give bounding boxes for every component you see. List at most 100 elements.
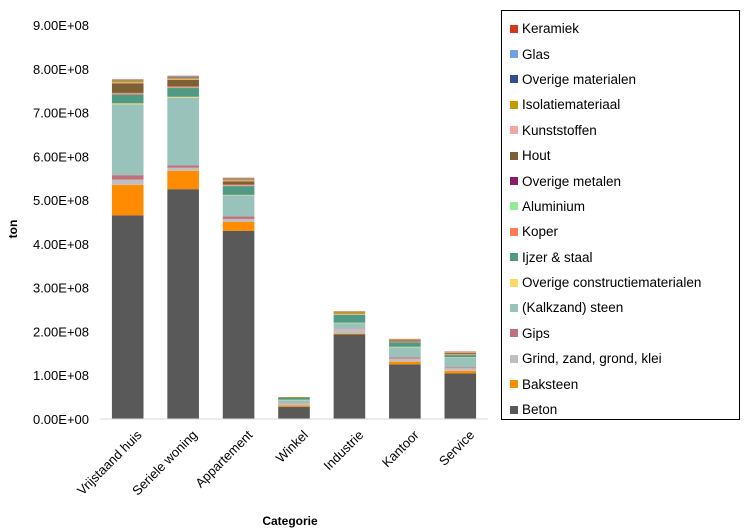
legend-label: Overige materialen <box>522 71 637 87</box>
bar-stack <box>278 397 310 419</box>
bar-segment <box>333 334 366 419</box>
bar-segment <box>167 165 199 168</box>
bar-segment <box>278 406 310 419</box>
y-tick-label: 4.00E+08 <box>33 237 89 252</box>
bar-segment <box>111 94 144 104</box>
legend-item: (Kalkzand) steen <box>502 295 739 320</box>
legend-label: Glas <box>522 46 550 62</box>
bar-segment <box>111 83 144 93</box>
legend-label: Gips <box>522 325 550 341</box>
bar-segment <box>278 403 310 406</box>
bar-segment <box>111 215 144 419</box>
bar-segment <box>222 185 255 187</box>
bar-segment <box>167 77 199 79</box>
legend-label: Overige metalen <box>522 173 622 189</box>
bar-stack <box>111 79 144 419</box>
bar-segment <box>389 361 421 365</box>
bar-segment <box>333 328 366 334</box>
x-tick-label: Industrie <box>320 427 366 473</box>
bar-segment <box>222 222 255 231</box>
bar-segment <box>167 189 199 419</box>
legend-item: Koper <box>502 219 739 244</box>
bar-segment <box>444 355 477 358</box>
bar-segment <box>111 175 144 180</box>
x-tick-label: Kantoor <box>379 427 422 470</box>
bar-segment <box>111 103 144 105</box>
legend-label: Beton <box>522 402 558 418</box>
y-tick-label: 8.00E+08 <box>33 62 89 77</box>
bar-segment <box>389 358 421 362</box>
bar-segment <box>389 347 421 358</box>
y-axis-ticks: 0.00E+00 1.00E+08 2.00E+08 3.00E+08 4.00E+08… <box>33 18 89 427</box>
legend-item: Overige constructiematerialen <box>502 270 739 295</box>
legend-swatch <box>510 227 518 236</box>
bar-segment <box>167 97 199 166</box>
bar-stack <box>389 338 421 419</box>
bar-segment <box>222 181 255 185</box>
legend-swatch <box>510 253 518 262</box>
bar-segment <box>222 195 255 217</box>
bar-segment <box>111 82 144 84</box>
legend-swatch <box>510 303 518 312</box>
bar-segment <box>278 397 310 400</box>
legend-label: Hout <box>522 148 551 164</box>
legend-item: Ijzer & staal <box>502 245 739 270</box>
legend-item: Overige metalen <box>502 168 739 193</box>
bar-segment <box>278 400 310 404</box>
legend-swatch <box>510 405 518 414</box>
bar-stacks <box>111 75 477 419</box>
bar-segment <box>222 179 255 181</box>
legend-swatch <box>510 151 518 160</box>
y-tick-label: 7.00E+08 <box>33 106 89 121</box>
bar-segment <box>222 230 255 419</box>
legend-label: Aluminium <box>522 198 586 214</box>
bar-segment <box>333 333 366 335</box>
bar-segment <box>389 342 421 347</box>
legend-swatch <box>510 24 518 33</box>
legend: Keramiek Glas Overige materialen Isolatiema… <box>501 10 740 420</box>
bar-segment <box>222 186 255 195</box>
bar-stack <box>222 177 255 419</box>
bar-segment <box>444 352 477 354</box>
y-tick-label: 5.00E+08 <box>33 193 89 208</box>
bar-segment <box>167 76 199 78</box>
bar-segment <box>278 405 310 407</box>
bar-segment <box>167 170 199 190</box>
bar-segment <box>111 104 144 176</box>
bar-segment <box>389 340 421 342</box>
bar-segment <box>222 216 255 219</box>
y-tick-label: 2.00E+08 <box>33 324 89 339</box>
legend-label: Koper <box>522 224 559 240</box>
bar-segment <box>167 87 199 89</box>
bar-stack <box>333 311 366 419</box>
legend-item: Baksteen <box>502 371 739 396</box>
bar-segment <box>444 373 477 419</box>
bar-segment <box>389 357 421 359</box>
legend-swatch <box>510 75 518 84</box>
legend-swatch <box>510 126 518 135</box>
x-tick-label: Appartement <box>192 427 256 491</box>
legend-label: Isolatiemateriaal <box>522 97 621 113</box>
bar-segment <box>111 93 144 95</box>
y-tick-label: 1.00E+08 <box>33 368 89 383</box>
legend-item: Beton <box>502 397 739 422</box>
legend-item: Grind, zand, grond, klei <box>502 346 739 371</box>
y-axis-title: ton <box>6 220 20 239</box>
bar-segment <box>222 218 255 222</box>
bar-segment <box>167 96 199 98</box>
x-axis-title: Categorie <box>262 514 318 528</box>
bar-segment <box>333 314 366 323</box>
bar-segment <box>444 370 477 374</box>
bar-segment <box>167 78 199 80</box>
bar-segment <box>167 88 199 97</box>
y-tick-label: 0.00E+00 <box>33 412 89 427</box>
legend-label: (Kalkzand) steen <box>522 300 624 316</box>
bar-stack <box>444 351 477 419</box>
bar-stack <box>167 75 199 419</box>
bar-segment <box>444 368 477 371</box>
legend-label: Overige constructiematerialen <box>522 275 702 291</box>
legend-item: Aluminium <box>502 194 739 219</box>
bar-segment <box>333 311 366 314</box>
